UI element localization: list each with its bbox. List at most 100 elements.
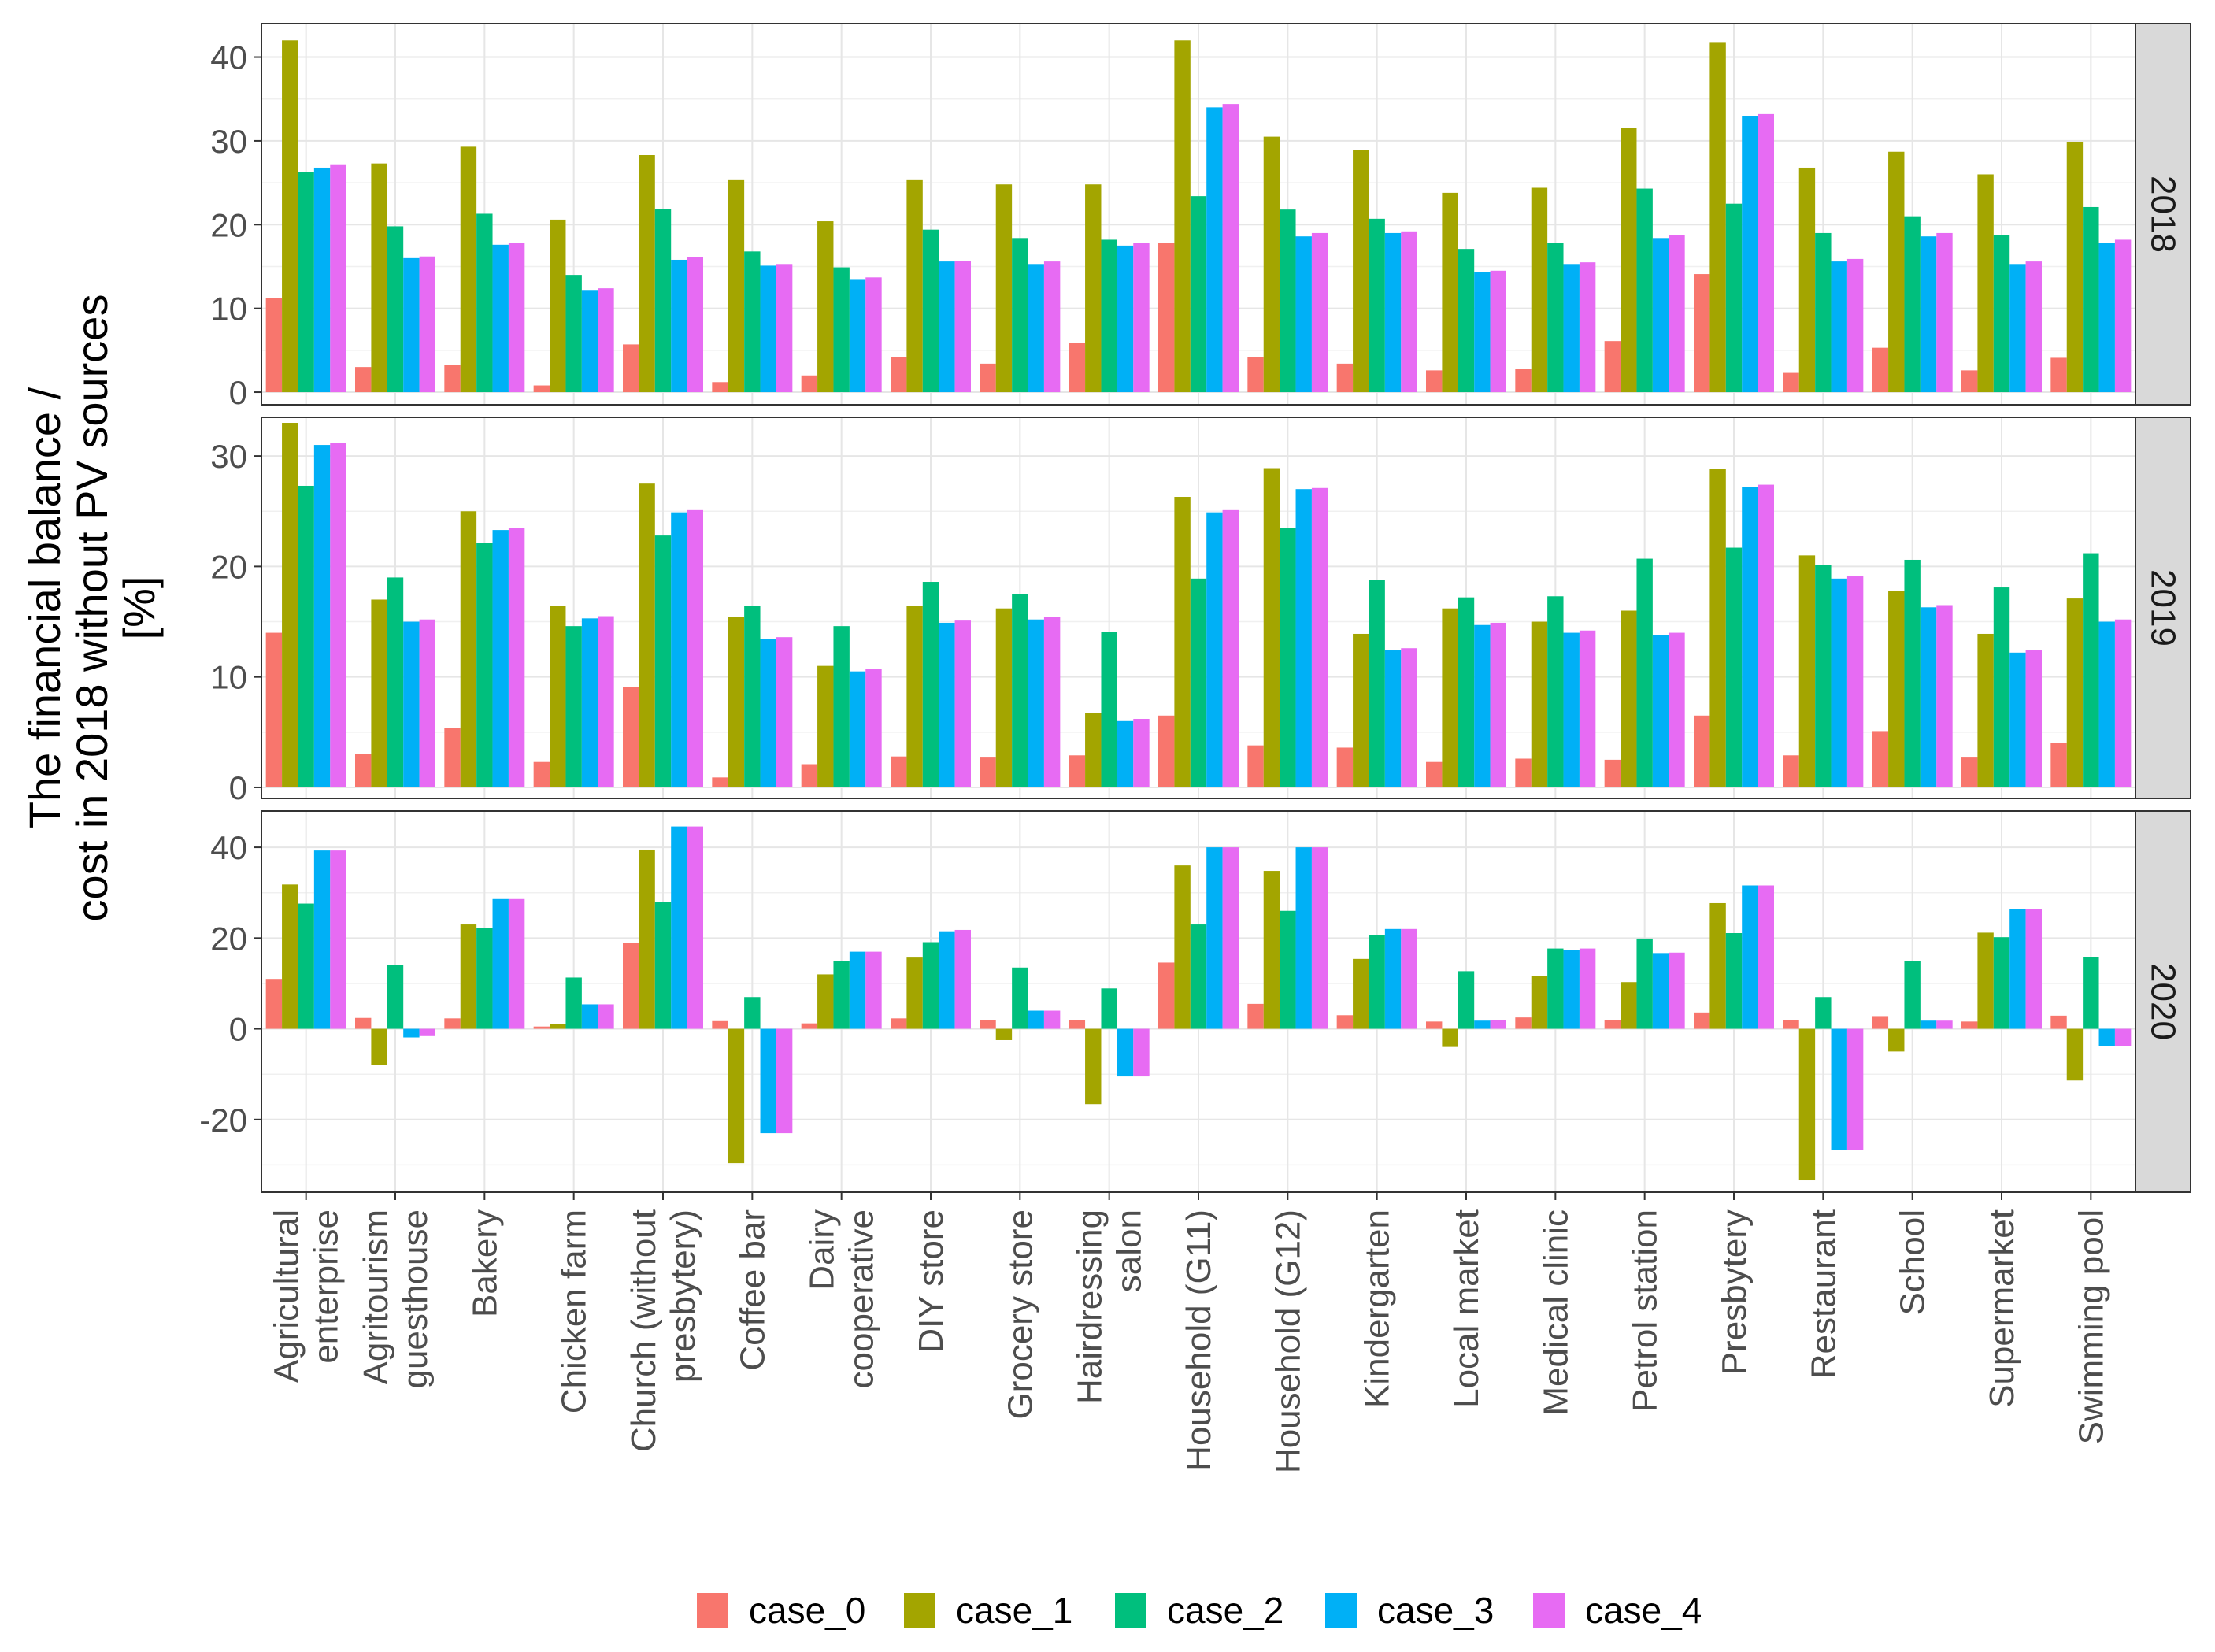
bar-2018-case_4-3 bbox=[598, 288, 614, 393]
bar-2018-case_1-9 bbox=[1085, 184, 1102, 393]
bar-2019-case_2-6 bbox=[833, 626, 850, 787]
bar-2020-case_4-2 bbox=[508, 898, 525, 1029]
bar-2019-case_1-6 bbox=[817, 665, 834, 787]
bar-2020-case_3-20 bbox=[2098, 1028, 2115, 1046]
bar-2018-case_4-20 bbox=[2114, 239, 2132, 393]
bar-2019-case_2-0 bbox=[298, 485, 314, 787]
bar-2020-case_2-9 bbox=[1101, 988, 1117, 1029]
bar-2018-case_1-2 bbox=[460, 146, 477, 393]
bar-2019-case_0-14 bbox=[1515, 758, 1532, 787]
bar-2020-case_1-7 bbox=[906, 957, 923, 1029]
bar-2018-case_2-4 bbox=[654, 209, 672, 393]
bar-2020-case_1-17 bbox=[1798, 1028, 1816, 1181]
bar-2018-case_4-18 bbox=[1936, 232, 1953, 393]
bar-2019-case_3-4 bbox=[671, 512, 687, 787]
bar-2018-case_4-15 bbox=[1669, 235, 1685, 393]
bar-2018-case_4-4 bbox=[687, 257, 703, 393]
bar-2019-case_4-7 bbox=[954, 620, 971, 787]
bar-2019-case_1-17 bbox=[1798, 555, 1816, 787]
y-tick-label-2019: 0 bbox=[229, 769, 247, 806]
y-tick-label-2020: -20 bbox=[199, 1102, 247, 1139]
bar-2018-case_3-15 bbox=[1652, 238, 1669, 393]
bar-2018-case_3-3 bbox=[581, 290, 598, 393]
bar-2018-case_0-18 bbox=[1872, 347, 1889, 393]
y-tick-label-2020: 40 bbox=[210, 829, 247, 866]
bar-2018-case_1-7 bbox=[906, 179, 923, 393]
y-tick-label-2019: 30 bbox=[210, 438, 247, 475]
bar-2019-case_2-4 bbox=[654, 535, 672, 787]
bar-2018-case_0-9 bbox=[1069, 343, 1086, 393]
bar-2020-case_0-8 bbox=[980, 1020, 996, 1029]
x-tick-label: Supermarket bbox=[1983, 1209, 2021, 1408]
bar-2020-case_1-16 bbox=[1709, 902, 1726, 1029]
bar-2020-case_4-9 bbox=[1133, 1028, 1150, 1077]
bar-2019-case_4-17 bbox=[1846, 576, 1864, 787]
bar-2020-case_2-14 bbox=[1547, 948, 1564, 1029]
bar-2019-case_1-18 bbox=[1888, 591, 1905, 787]
bar-2018-case_2-17 bbox=[1815, 232, 1832, 393]
bar-2019-case_0-6 bbox=[801, 764, 818, 787]
bar-2018-case_2-3 bbox=[565, 275, 582, 393]
bar-2018-case_4-1 bbox=[419, 256, 435, 393]
y-tick-label-2018: 10 bbox=[210, 291, 247, 328]
bar-2020-case_3-4 bbox=[671, 826, 687, 1029]
bar-2020-case_2-18 bbox=[1904, 961, 1921, 1029]
bar-2019-case_4-3 bbox=[598, 616, 614, 787]
bar-2019-case_4-8 bbox=[1043, 617, 1061, 787]
bar-2018-case_1-12 bbox=[1353, 150, 1369, 393]
bar-2020-case_3-7 bbox=[939, 931, 955, 1029]
bar-2019-case_3-10 bbox=[1206, 512, 1223, 787]
bar-2019-case_3-15 bbox=[1652, 635, 1669, 787]
bar-2018-case_2-10 bbox=[1190, 196, 1207, 393]
facet-strip-label-2019: 2019 bbox=[2144, 569, 2183, 646]
bar-2020-case_2-8 bbox=[1012, 967, 1028, 1029]
bar-2019-case_3-3 bbox=[581, 618, 598, 787]
bar-2020-case_2-6 bbox=[833, 961, 850, 1029]
bar-2018-case_1-16 bbox=[1709, 42, 1726, 393]
legend-label-case_1: case_1 bbox=[956, 1590, 1072, 1631]
bar-2018-case_4-2 bbox=[508, 243, 525, 393]
bar-2019-case_3-7 bbox=[939, 622, 955, 787]
bar-2019-case_0-0 bbox=[265, 632, 283, 787]
bar-2020-case_1-15 bbox=[1621, 982, 1637, 1029]
x-tick-label: Bakery bbox=[465, 1209, 504, 1317]
bar-2020-case_2-5 bbox=[744, 997, 761, 1029]
bar-2018-case_2-6 bbox=[833, 267, 850, 393]
bar-2018-case_0-14 bbox=[1515, 369, 1532, 393]
bar-2019-case_2-14 bbox=[1547, 596, 1564, 787]
bar-2020-case_4-14 bbox=[1579, 948, 1596, 1029]
legend-label-case_0: case_0 bbox=[749, 1590, 865, 1631]
bar-2018-case_0-3 bbox=[533, 385, 550, 393]
bar-2020-case_4-16 bbox=[1758, 885, 1774, 1029]
bar-2019-case_4-6 bbox=[865, 669, 882, 787]
x-tick-label: Restaurant bbox=[1804, 1209, 1843, 1379]
bar-2018-case_4-16 bbox=[1758, 113, 1774, 393]
x-tick-label: Medical clinic bbox=[1536, 1209, 1575, 1416]
bar-2020-case_3-13 bbox=[1474, 1020, 1491, 1029]
bar-2018-case_1-14 bbox=[1531, 187, 1548, 393]
bar-2019-case_2-9 bbox=[1101, 632, 1117, 787]
bar-2019-case_1-7 bbox=[906, 606, 923, 787]
bar-2020-case_3-15 bbox=[1652, 953, 1669, 1029]
x-tick-label: Coffee bar bbox=[733, 1209, 772, 1371]
y-tick-label-2018: 40 bbox=[210, 39, 247, 76]
bar-2019-case_0-20 bbox=[2050, 743, 2067, 787]
bar-2018-case_0-2 bbox=[444, 365, 461, 393]
bar-2020-case_1-6 bbox=[817, 974, 834, 1029]
bar-2020-case_2-2 bbox=[476, 928, 493, 1029]
legend-key-case_4 bbox=[1533, 1593, 1565, 1628]
bar-2019-case_4-19 bbox=[2025, 650, 2042, 787]
bar-2018-case_2-11 bbox=[1280, 209, 1296, 393]
bar-2020-case_4-19 bbox=[2025, 909, 2042, 1029]
bar-2018-case_0-19 bbox=[1961, 370, 1978, 393]
bar-2018-case_1-11 bbox=[1263, 136, 1280, 393]
bar-2018-case_1-20 bbox=[2066, 141, 2084, 393]
bar-2019-case_0-13 bbox=[1426, 761, 1443, 787]
bar-2020-case_0-11 bbox=[1247, 1003, 1264, 1029]
legend-label-case_2: case_2 bbox=[1167, 1590, 1283, 1631]
bar-2018-case_2-19 bbox=[1993, 235, 2010, 393]
bar-2020-case_3-12 bbox=[1384, 928, 1402, 1029]
x-tick-label: Grocery store bbox=[1001, 1209, 1039, 1420]
bar-2018-case_3-1 bbox=[403, 257, 420, 393]
bar-2018-case_2-14 bbox=[1547, 243, 1564, 393]
